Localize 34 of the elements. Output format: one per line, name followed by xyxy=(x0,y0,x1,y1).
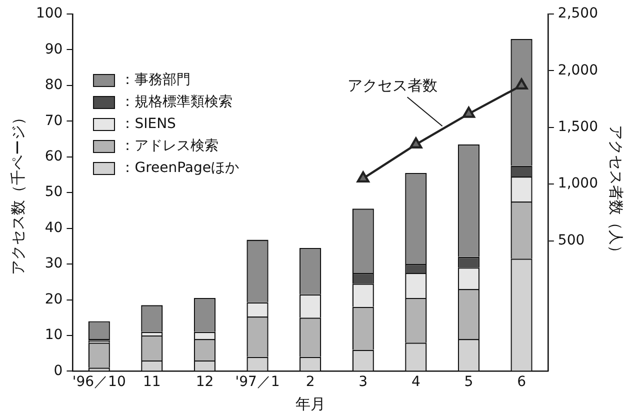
legend-label: ：事務部門 xyxy=(120,71,191,90)
y2-axis-title: アクセス者数（人） xyxy=(607,125,626,260)
text: アクセス者数 xyxy=(347,76,438,94)
y-tick-label: 40 xyxy=(44,220,63,236)
y2-tick-label: 1,000 xyxy=(558,176,598,192)
y-tick-label: 80 xyxy=(44,77,63,94)
x-tick-label: '97／1 xyxy=(235,374,280,390)
y-tick-label: 60 xyxy=(44,148,63,165)
y2-tick-label: 500 xyxy=(558,232,585,248)
y-tick-label: 90 xyxy=(44,41,63,58)
y2-tick-label: 2,500 xyxy=(558,6,598,22)
y-axis-title: アクセス数（千ページ） xyxy=(8,110,27,276)
y-tick-label: 10 xyxy=(44,327,63,344)
legend-label: ：GreenPageほか xyxy=(120,159,240,178)
x-axis-title: 年月 xyxy=(295,394,326,413)
x-tick-label: 5 xyxy=(464,374,474,390)
x-tick-label: 2 xyxy=(306,374,315,390)
x-tick-label: '96／10 xyxy=(72,374,126,390)
y-tick-label: 0 xyxy=(54,362,63,379)
x-tick-label: 4 xyxy=(411,374,420,390)
legend-label: ：規格標準類検索 xyxy=(120,93,233,112)
x-tick-label: 11 xyxy=(143,374,161,390)
x-tick-label: 6 xyxy=(517,374,526,390)
y-tick-label: 70 xyxy=(44,112,63,129)
x-tick-label: 3 xyxy=(358,374,368,390)
legend-label: ：SIENS xyxy=(120,115,176,134)
y-tick-label: 20 xyxy=(44,291,63,308)
y2-tick-label: 2,000 xyxy=(558,62,598,78)
y-tick-label: 50 xyxy=(44,184,63,200)
legend-label: ：アドレス検索 xyxy=(120,137,219,156)
y-tick-label: 100 xyxy=(36,6,63,22)
y2-tick-label: 1,500 xyxy=(558,119,598,136)
y-tick-label: 30 xyxy=(44,256,63,272)
x-tick-label: 12 xyxy=(196,374,214,390)
